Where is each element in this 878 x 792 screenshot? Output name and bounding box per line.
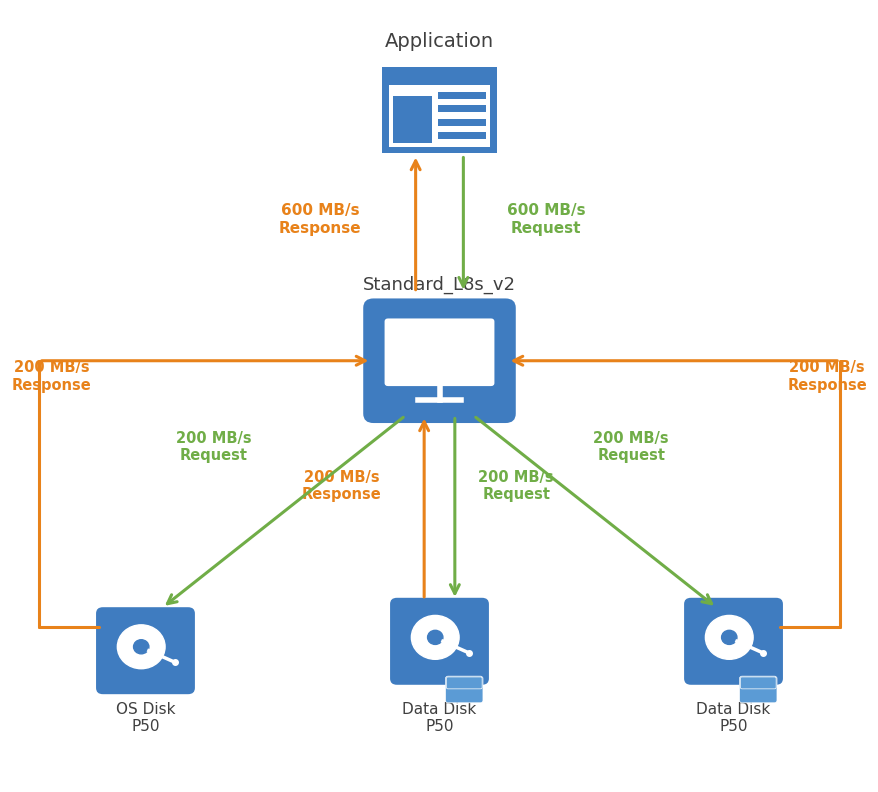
Text: Data Disk
P50: Data Disk P50 <box>695 702 770 734</box>
FancyBboxPatch shape <box>390 598 488 685</box>
FancyBboxPatch shape <box>446 677 481 689</box>
FancyBboxPatch shape <box>417 336 444 361</box>
FancyBboxPatch shape <box>382 67 496 153</box>
Circle shape <box>118 625 165 668</box>
Text: 200 MB/s
Request: 200 MB/s Request <box>478 470 553 502</box>
FancyBboxPatch shape <box>738 676 776 703</box>
Text: Data Disk
P50: Data Disk P50 <box>402 702 476 734</box>
FancyBboxPatch shape <box>739 677 775 689</box>
Text: 200 MB/s
Response: 200 MB/s Response <box>301 470 381 502</box>
FancyBboxPatch shape <box>437 119 486 126</box>
FancyBboxPatch shape <box>96 607 195 694</box>
Circle shape <box>133 640 148 654</box>
FancyBboxPatch shape <box>437 132 486 139</box>
FancyBboxPatch shape <box>683 598 782 685</box>
Text: OS Disk
P50: OS Disk P50 <box>116 702 175 734</box>
FancyBboxPatch shape <box>392 97 431 143</box>
Circle shape <box>704 615 752 659</box>
FancyBboxPatch shape <box>385 318 493 386</box>
FancyBboxPatch shape <box>388 85 490 147</box>
Text: VM: VM <box>424 424 454 441</box>
Polygon shape <box>417 329 455 336</box>
FancyBboxPatch shape <box>363 299 515 423</box>
Text: 200 MB/s
Response: 200 MB/s Response <box>11 360 91 393</box>
Circle shape <box>411 615 458 659</box>
FancyBboxPatch shape <box>437 105 486 112</box>
Text: Application: Application <box>385 32 493 51</box>
Text: 200 MB/s
Response: 200 MB/s Response <box>787 360 867 393</box>
Text: 200 MB/s
Request: 200 MB/s Request <box>593 431 668 463</box>
Circle shape <box>427 630 443 645</box>
Text: 200 MB/s
Request: 200 MB/s Request <box>176 431 251 463</box>
FancyBboxPatch shape <box>437 92 486 99</box>
Text: 600 MB/s
Response: 600 MB/s Response <box>278 204 361 236</box>
FancyBboxPatch shape <box>445 676 482 703</box>
Polygon shape <box>444 329 455 361</box>
Circle shape <box>721 630 736 645</box>
Text: 600 MB/s
Request: 600 MB/s Request <box>506 204 585 236</box>
Text: Standard_L8s_v2: Standard_L8s_v2 <box>363 276 515 294</box>
